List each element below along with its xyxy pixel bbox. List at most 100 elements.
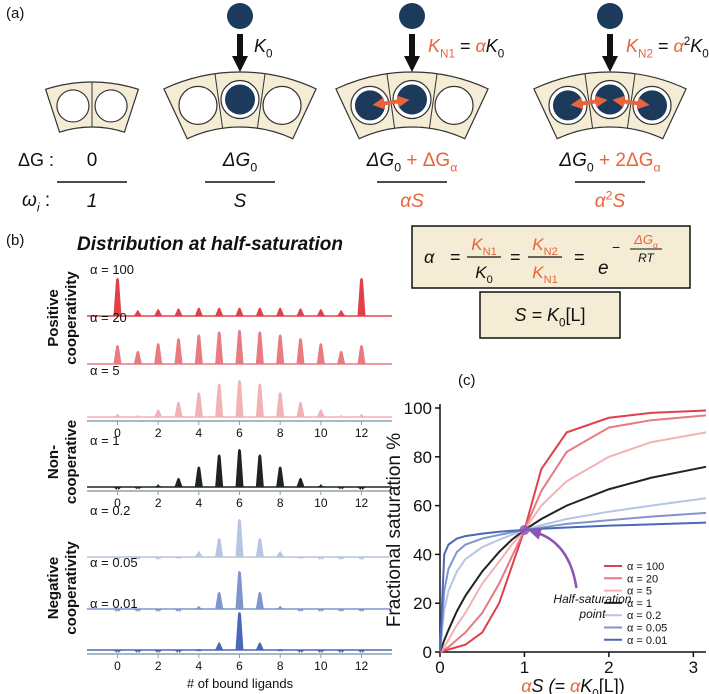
x-tick-label: 4 (195, 659, 202, 673)
x-tick-label: 12 (355, 496, 369, 510)
rate-constant-part: α (475, 36, 486, 56)
equation: S = K0[L] (514, 305, 585, 329)
delta-g-part: ΔG (222, 150, 251, 171)
x-tick-label: 0 (114, 659, 121, 673)
x-tick-label: 12 (355, 426, 369, 440)
distribution-peak (235, 519, 244, 558)
binding-site (178, 85, 218, 126)
delta-g: ΔG0 + 2ΔGα (558, 150, 660, 175)
distribution-peak (235, 329, 244, 365)
equation: − (612, 239, 620, 255)
distribution-peak (174, 308, 183, 317)
distribution-peak (215, 454, 224, 488)
distribution-peak (336, 649, 347, 653)
equation: e (598, 258, 609, 279)
equation-part: α (653, 240, 658, 250)
x-tick-label: 2 (155, 426, 162, 440)
x-tick-label: 6 (236, 496, 243, 510)
legend-label: α = 100 (627, 561, 664, 573)
panel-label: (a) (6, 5, 24, 22)
free-ligand (597, 3, 623, 29)
distribution-peak (153, 556, 164, 560)
distribution-peak (357, 278, 366, 317)
y-tick-label: 20 (413, 594, 432, 613)
x-axis-label-part: K (580, 676, 593, 694)
distribution-peak (112, 556, 123, 560)
distribution-peak (296, 556, 305, 559)
half-saturation-point (519, 525, 530, 535)
distribution-peak (336, 556, 347, 560)
binding-site (262, 85, 302, 126)
x-axis-label-part: [L]) (599, 676, 625, 694)
distribution-peak (255, 591, 264, 610)
series-label: α = 0.05 (90, 555, 138, 570)
binding-arrow (602, 34, 618, 72)
shell-slit (256, 73, 266, 129)
x-tick-label: 6 (236, 659, 243, 673)
distribution-peak (132, 649, 143, 653)
equation-part: K (532, 235, 544, 254)
x-tick-label: 8 (277, 426, 284, 440)
x-tick-label: 8 (277, 659, 284, 673)
x-tick-label: 0 (114, 426, 121, 440)
rate-constant-part: 0 (702, 47, 709, 60)
distribution-peak (357, 345, 366, 365)
rate-constant-part: K (690, 36, 703, 56)
weight-part: 1 (87, 191, 98, 212)
distribution-peak (215, 591, 224, 610)
x-tick-label: 12 (355, 659, 369, 673)
ligand-shell (44, 81, 140, 133)
weight-part: 2 (606, 188, 613, 202)
distribution-peak (276, 334, 285, 365)
distribution-peak (174, 338, 183, 365)
distribution-peak (132, 556, 143, 560)
distribution-peak (316, 309, 326, 317)
distribution-peak (153, 309, 163, 317)
distribution-peak (296, 308, 305, 317)
group-label: cooperativity (63, 271, 80, 365)
rate-constant-part: = (455, 36, 476, 56)
equation: ΔGα (633, 232, 658, 250)
distribution-peak (112, 608, 123, 612)
distribution-peak (154, 484, 162, 488)
bound-ligand (225, 84, 255, 115)
distribution-peak (215, 383, 224, 418)
shell-slit (428, 73, 438, 129)
x-tick-label: 1 (520, 658, 529, 677)
x-tick-label: 2 (155, 496, 162, 510)
distribution-peak (214, 307, 224, 317)
distribution-peak (275, 307, 285, 317)
x-tick-label: 2 (604, 658, 613, 677)
y-tick-label: 0 (423, 643, 432, 662)
equation: = (450, 247, 461, 267)
distribution-peak (174, 477, 183, 488)
y-tick-label: 60 (413, 497, 432, 516)
x-tick-label: 6 (236, 426, 243, 440)
row-label: ωi : (22, 190, 50, 215)
distribution-peak (255, 454, 264, 488)
distribution-peak (255, 642, 265, 651)
group-label: Non- (45, 445, 62, 479)
distribution-peak (132, 608, 143, 612)
distribution-peak (317, 484, 325, 488)
delta-g-part: 0 (394, 161, 401, 175)
x-tick-label: 4 (195, 496, 202, 510)
free-ligand (227, 3, 253, 29)
group-label: cooperativity (63, 541, 80, 635)
distribution-peak (336, 608, 347, 612)
series-label: α = 0.2 (90, 503, 130, 518)
ligand-shell (335, 71, 489, 140)
delta-g: ΔG0 (222, 150, 258, 175)
row-label-part: ω (22, 190, 37, 211)
equation: = (574, 247, 585, 267)
distribution-peak (337, 415, 345, 418)
distribution-peak (173, 608, 184, 612)
x-axis-label-part: α (521, 676, 532, 694)
group-label: Negative (45, 557, 62, 620)
binding-arrow (404, 34, 420, 72)
equation: KN1 (532, 263, 557, 286)
shell-slit (214, 73, 224, 129)
series-label: α = 5 (90, 363, 120, 378)
distribution-peak (235, 571, 244, 610)
rate-constant: KN2 = α2K0 (626, 35, 709, 61)
